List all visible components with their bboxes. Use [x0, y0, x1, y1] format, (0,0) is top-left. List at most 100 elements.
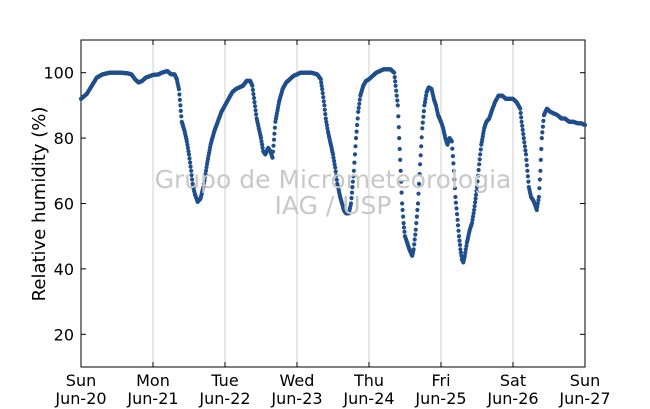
- data-point: [251, 95, 257, 101]
- data-point: [414, 214, 419, 219]
- data-point: [186, 152, 192, 157]
- x-tick-day: Sun: [66, 371, 96, 390]
- data-point: [522, 144, 528, 149]
- data-point: [332, 158, 337, 164]
- data-point: [415, 207, 420, 213]
- data-point: [520, 123, 525, 128]
- data-point: [350, 185, 355, 190]
- data-point: [458, 247, 463, 252]
- data-point: [201, 185, 206, 190]
- data-point: [472, 207, 477, 213]
- data-point: [203, 172, 208, 177]
- data-point: [450, 154, 455, 159]
- data-point: [582, 122, 588, 128]
- data-point: [188, 160, 193, 165]
- data-point: [188, 164, 193, 169]
- y-axis-label: Relative humidity (%): [29, 107, 50, 302]
- data-point: [414, 221, 419, 226]
- data-point: [324, 122, 329, 128]
- data-point: [351, 168, 356, 173]
- data-point: [354, 129, 359, 134]
- data-point: [321, 95, 326, 100]
- data-point: [270, 155, 275, 160]
- data-point: [318, 77, 323, 82]
- data-point: [399, 179, 404, 184]
- data-point: [392, 75, 397, 80]
- data-point: [353, 144, 358, 149]
- x-tick-day: Fri: [431, 371, 450, 390]
- data-point: [401, 214, 406, 219]
- data-point: [536, 194, 542, 200]
- data-point: [185, 145, 190, 150]
- data-point: [422, 100, 428, 105]
- data-point: [349, 190, 355, 195]
- data-point: [319, 80, 324, 85]
- data-point: [412, 242, 417, 247]
- data-point: [538, 157, 543, 162]
- data-point: [203, 168, 209, 173]
- data-point: [178, 108, 183, 113]
- x-tick-date: Jun-27: [558, 389, 610, 408]
- data-point: [397, 136, 402, 141]
- data-point: [258, 136, 264, 141]
- data-point: [392, 70, 397, 75]
- data-point: [474, 185, 480, 190]
- data-point: [351, 174, 356, 179]
- y-tick-label: 20: [54, 325, 74, 344]
- data-point: [536, 198, 541, 203]
- data-point: [413, 232, 418, 237]
- data-point: [525, 174, 531, 179]
- data-point: [189, 173, 194, 178]
- data-point: [184, 139, 189, 144]
- data-point: [202, 175, 207, 180]
- y-tick-label: 60: [54, 195, 74, 214]
- data-point: [348, 201, 354, 206]
- data-point: [413, 227, 418, 232]
- data-point: [397, 146, 402, 152]
- data-point: [458, 250, 463, 255]
- data-point: [334, 173, 339, 178]
- data-point: [476, 167, 481, 173]
- data-point: [534, 207, 539, 213]
- data-point: [254, 112, 259, 117]
- data-point: [478, 152, 483, 157]
- data-point: [418, 162, 423, 167]
- y-tick-label: 40: [54, 260, 74, 279]
- data-point: [452, 177, 457, 182]
- data-point: [537, 186, 542, 191]
- data-point: [357, 97, 362, 102]
- data-point: [519, 119, 524, 124]
- data-point: [537, 177, 543, 182]
- data-point: [523, 148, 528, 153]
- data-point: [402, 229, 407, 234]
- data-point: [526, 179, 531, 184]
- data-point: [455, 223, 461, 228]
- data-point: [420, 126, 425, 131]
- data-point: [357, 101, 362, 106]
- x-tick-date: Jun-20: [54, 389, 106, 408]
- x-tick-day: Thu: [353, 371, 384, 390]
- x-tick-date: Jun-24: [342, 389, 394, 408]
- data-point: [412, 237, 417, 242]
- data-point: [463, 247, 468, 252]
- data-point: [323, 116, 328, 121]
- data-point: [525, 168, 530, 173]
- x-tick-date: Jun-25: [414, 389, 466, 408]
- data-point: [451, 168, 457, 173]
- data-point: [355, 116, 360, 121]
- data-point: [179, 114, 184, 119]
- data-point: [272, 125, 277, 130]
- data-point: [186, 149, 191, 154]
- data-point: [251, 91, 256, 97]
- x-tick-day: Mon: [136, 371, 170, 390]
- data-point: [323, 112, 328, 117]
- data-point: [260, 145, 265, 150]
- data-point: [253, 104, 258, 109]
- data-point: [453, 194, 458, 200]
- watermark-line-2: IAG / USP: [275, 191, 392, 220]
- data-point: [421, 114, 426, 119]
- data-point: [457, 238, 462, 243]
- data-point: [538, 168, 543, 173]
- data-point: [333, 169, 338, 174]
- data-point: [521, 136, 526, 141]
